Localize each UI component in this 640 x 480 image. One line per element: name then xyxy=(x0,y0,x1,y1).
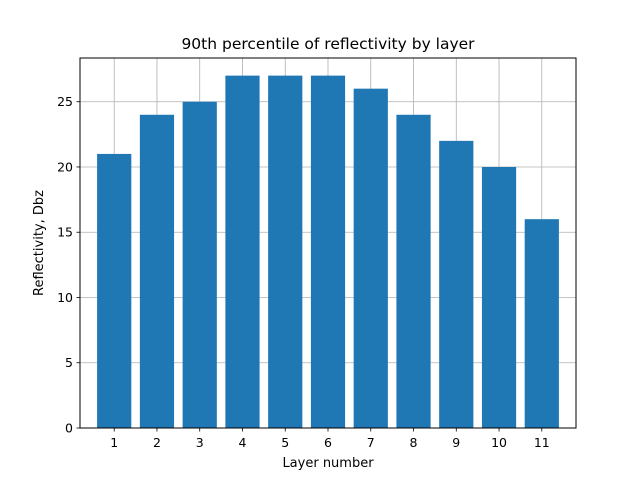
y-axis-ticks: 0 5 10 15 20 25 xyxy=(57,94,80,436)
bar xyxy=(353,88,388,428)
bar xyxy=(182,101,217,428)
chart-title: 90th percentile of reflectivity by layer xyxy=(181,35,475,53)
x-tick-label: 7 xyxy=(367,435,375,450)
x-tick-label: 5 xyxy=(281,435,289,450)
x-tick-label: 10 xyxy=(491,435,507,450)
y-tick-label: 20 xyxy=(57,159,73,174)
x-tick-label: 3 xyxy=(196,435,204,450)
y-tick-label: 10 xyxy=(57,290,73,305)
bar xyxy=(310,75,346,428)
x-tick-label: 1 xyxy=(110,435,118,450)
y-axis-label: Reflectivity, Dbz xyxy=(32,190,47,296)
y-tick-label: 0 xyxy=(65,421,73,436)
x-tick-label: 11 xyxy=(534,435,550,450)
x-tick-label: 2 xyxy=(153,435,161,450)
bar xyxy=(225,75,260,428)
x-axis-label: Layer number xyxy=(282,456,374,471)
x-tick-label: 8 xyxy=(410,435,418,450)
bar xyxy=(481,166,517,429)
y-tick-label: 5 xyxy=(65,355,73,370)
x-tick-label: 9 xyxy=(452,435,460,450)
bar xyxy=(439,140,474,428)
x-axis-ticks: 1 2 3 4 5 6 7 8 9 10 11 xyxy=(110,428,550,450)
x-tick-label: 4 xyxy=(239,435,247,450)
bar xyxy=(139,114,175,428)
y-tick-label: 25 xyxy=(57,94,73,109)
bar xyxy=(396,114,431,428)
bar xyxy=(268,75,303,428)
bar xyxy=(524,219,559,428)
bars xyxy=(97,75,559,429)
bar xyxy=(97,153,132,429)
x-tick-label: 6 xyxy=(324,435,332,450)
y-tick-label: 15 xyxy=(57,225,73,240)
